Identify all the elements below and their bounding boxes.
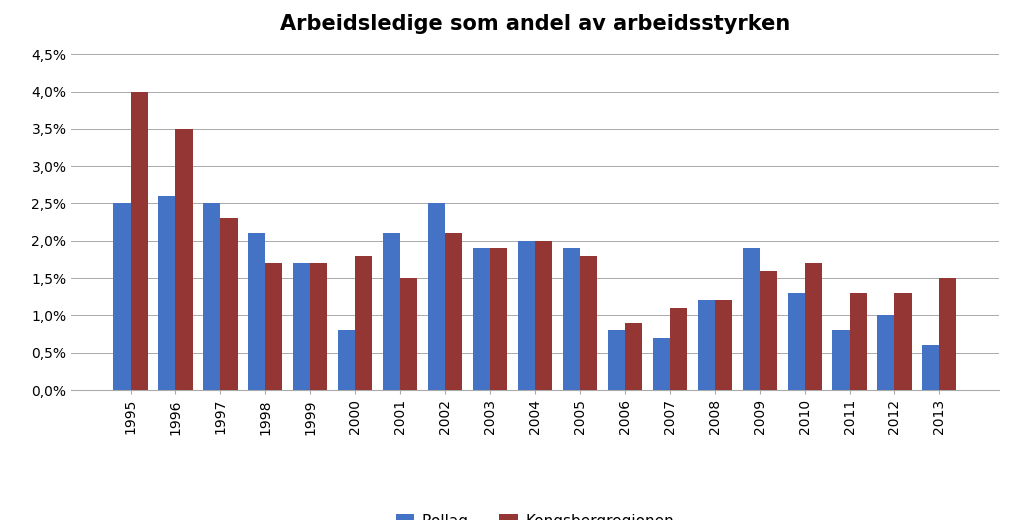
- Bar: [428, 203, 445, 390]
- Bar: [788, 293, 805, 390]
- Bar: [922, 345, 940, 390]
- Bar: [311, 263, 327, 390]
- Bar: [877, 316, 895, 390]
- Bar: [158, 196, 175, 390]
- Bar: [204, 203, 220, 390]
- Bar: [130, 92, 148, 390]
- Bar: [249, 233, 265, 390]
- Bar: [518, 241, 535, 390]
- Bar: [175, 129, 193, 390]
- Bar: [356, 256, 372, 390]
- Bar: [850, 293, 866, 390]
- Bar: [653, 338, 669, 390]
- Legend: Rollag, Kongsbergregionen: Rollag, Kongsbergregionen: [389, 508, 681, 520]
- Bar: [535, 241, 552, 390]
- Bar: [562, 248, 580, 390]
- Bar: [265, 263, 282, 390]
- Bar: [580, 256, 597, 390]
- Bar: [473, 248, 490, 390]
- Title: Arbeidsledige som andel av arbeidsstyrken: Arbeidsledige som andel av arbeidsstyrke…: [280, 14, 790, 34]
- Bar: [714, 301, 732, 390]
- Bar: [940, 278, 957, 390]
- Bar: [833, 330, 850, 390]
- Bar: [698, 301, 714, 390]
- Bar: [805, 263, 821, 390]
- Bar: [400, 278, 417, 390]
- Bar: [113, 203, 130, 390]
- Bar: [625, 323, 642, 390]
- Bar: [445, 233, 463, 390]
- Bar: [293, 263, 311, 390]
- Bar: [759, 270, 776, 390]
- Bar: [383, 233, 400, 390]
- Bar: [669, 308, 687, 390]
- Bar: [338, 330, 356, 390]
- Bar: [743, 248, 759, 390]
- Bar: [607, 330, 625, 390]
- Bar: [490, 248, 507, 390]
- Bar: [220, 218, 237, 390]
- Bar: [895, 293, 912, 390]
